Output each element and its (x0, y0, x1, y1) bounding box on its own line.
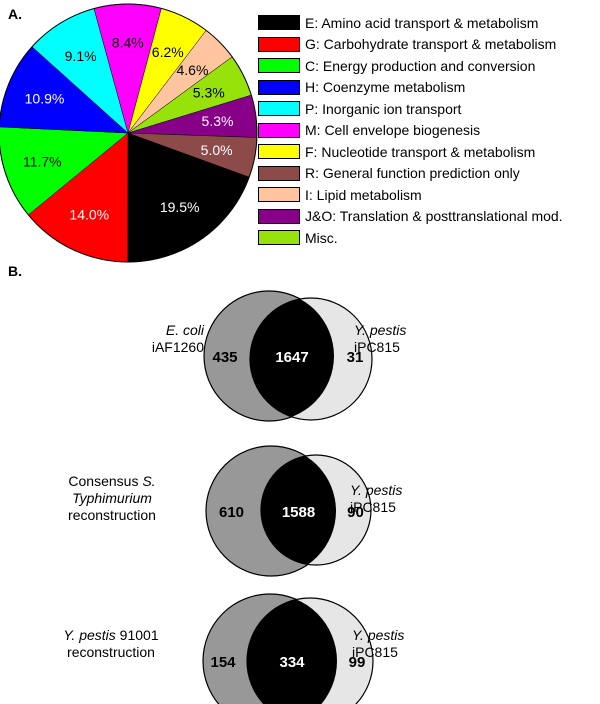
pie-label-4: 9.1% (65, 48, 97, 64)
legend-text: E: Amino acid transport & metabolism (305, 14, 539, 31)
venn2-left-line1: Consensus (68, 473, 143, 489)
legend-text: F: Nucleotide transport & metabolism (305, 143, 536, 160)
venn3-overlap (247, 598, 337, 704)
pie-label-8: 5.3% (193, 85, 225, 101)
legend-swatch (258, 208, 300, 224)
legend-text: R: General function prediction only (305, 165, 520, 182)
venn3-left-line2: reconstruction (67, 644, 155, 660)
venn3-left-only-count: 154 (210, 654, 236, 671)
venn2-left-only-count: 610 (219, 504, 244, 521)
legend-item: H: Coenzyme metabolism (258, 77, 563, 99)
panel-label-a: A. (8, 6, 22, 22)
legend-item: G: Carbohydrate transport & metabolism (258, 34, 563, 56)
venn-diagrams: 435 1647 31 610 1588 90 154 334 99 (202, 290, 374, 704)
legend-swatch (258, 58, 300, 74)
legend-swatch (258, 144, 300, 160)
venn1-left-model: iAF1260 (151, 339, 204, 355)
pie-label-7: 4.6% (177, 62, 209, 78)
pie-chart: 19.5% 14.0% 11.7% 10.9% 9.1% 8.4% 6.2% 4.6% 5.3%… (0, 3, 258, 263)
legend-text: J&O: Translation & posttranslational mod… (305, 208, 563, 225)
panel-label-b: B. (8, 263, 22, 279)
legend-item: E: Amino acid transport & metabolism (258, 12, 563, 34)
venn2-right-model: iPC815 (350, 499, 396, 515)
legend-item: F: Nucleotide transport & metabolism (258, 141, 563, 163)
legend-item: M: Cell envelope biogenesis (258, 120, 563, 142)
pie-legend: E: Amino acid transport & metabolism G: C… (258, 12, 563, 249)
legend-text: G: Carbohydrate transport & metabolism (305, 36, 557, 53)
venn2-overlap-count: 1588 (282, 504, 315, 521)
venn3-right-label: Y. pestis iPC815 (352, 627, 404, 661)
legend-text: Misc. (305, 229, 338, 246)
pie-label-2: 11.7% (23, 153, 62, 169)
venn1-right-species: Y. pestis (354, 322, 407, 338)
legend-swatch (258, 15, 300, 31)
pie-label-3: 10.9% (25, 91, 65, 107)
legend-swatch (258, 165, 300, 181)
legend-swatch (258, 79, 300, 95)
venn3-right-model: iPC815 (352, 644, 398, 660)
pie-label-1: 14.0% (69, 207, 109, 223)
venn3-right-only-count: 99 (349, 654, 366, 671)
legend-swatch (258, 230, 300, 246)
legend-text: I: Lipid metabolism (305, 186, 422, 203)
venn1-right-only-count: 31 (347, 349, 364, 366)
venn1-right-label: Y. pestis iPC815 (354, 322, 406, 356)
legend-item: C: Energy production and conversion (258, 55, 563, 77)
venn1-overlap-count: 1647 (275, 349, 308, 366)
pie-label-9: 5.3% (202, 113, 234, 129)
venn1-right-model: iPC815 (354, 339, 400, 355)
venn1-left-label: E. coli iAF1260 (118, 322, 204, 356)
legend-text: P: Inorganic ion transport (305, 100, 462, 117)
venn1-left-only-count: 435 (212, 349, 237, 366)
venn3-overlap-count: 334 (279, 654, 305, 671)
legend-text: M: Cell envelope biogenesis (305, 122, 481, 139)
legend-item: Misc. (258, 227, 563, 249)
venn1-left-species: E. coli (165, 322, 204, 338)
pie-outline (0, 3, 258, 263)
legend-item: P: Inorganic ion transport (258, 98, 563, 120)
legend-text: H: Coenzyme metabolism (305, 79, 466, 96)
legend-swatch (258, 187, 300, 203)
pie-label-10: 5.0% (201, 142, 233, 158)
legend-item: I: Lipid metabolism (258, 184, 563, 206)
pie-label-5: 8.4% (112, 35, 144, 51)
pie-label-0: 19.5% (160, 199, 200, 215)
legend-item: J&O: Translation & posttranslational mod… (258, 206, 563, 228)
venn2-overlap (261, 455, 336, 565)
venn2-left-label: Consensus S. Typhimurium reconstruction (50, 473, 174, 524)
venn3-right-species: Y. pestis (352, 627, 405, 643)
venn2-right-only-count: 90 (347, 504, 364, 521)
venn3-left-species: Y. pestis (63, 627, 116, 643)
venn2-right-species: Y. pestis (350, 482, 403, 498)
legend-swatch (258, 101, 300, 117)
venn2-right-label: Y. pestis iPC815 (350, 482, 402, 516)
venn2-left-line3: reconstruction (68, 507, 156, 523)
legend-text: C: Energy production and conversion (305, 57, 536, 74)
venn2-left-serovar: Typhimurium (72, 490, 152, 506)
venn3-left-label: Y. pestis 91001 reconstruction (42, 627, 180, 661)
legend-swatch (258, 122, 300, 138)
pie-label-6: 6.2% (152, 44, 184, 60)
venn1-overlap (250, 298, 334, 420)
venn2-left-genus: S. (142, 473, 156, 489)
legend-item: R: General function prediction only (258, 163, 563, 185)
venn3-left-strain: 91001 (115, 627, 159, 643)
legend-swatch (258, 36, 300, 52)
